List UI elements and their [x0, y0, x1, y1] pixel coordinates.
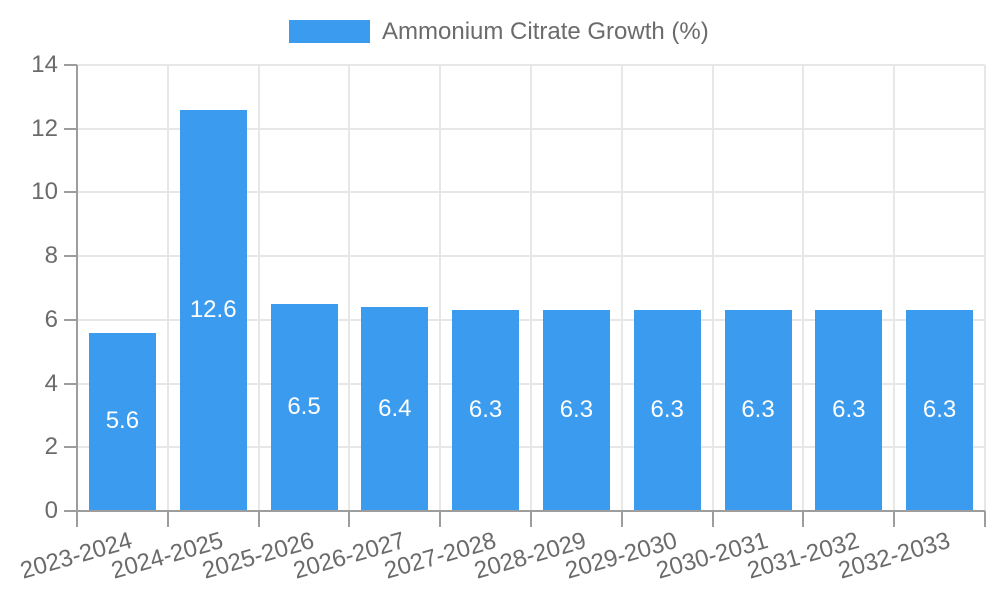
x-axis-tick	[76, 511, 78, 527]
x-axis-tick	[711, 511, 714, 527]
bar[interactable]	[88, 332, 156, 510]
x-axis-tick	[802, 511, 805, 527]
bar[interactable]	[452, 310, 520, 510]
x-axis-tick	[620, 511, 623, 527]
y-axis-tick	[64, 127, 77, 130]
bar[interactable]	[270, 303, 338, 510]
x-axis-tick	[166, 511, 169, 527]
gridline-vertical	[620, 65, 623, 511]
y-axis-tick	[64, 191, 77, 194]
bar[interactable]	[179, 109, 247, 510]
x-axis-tick	[348, 511, 351, 527]
gridline-vertical	[257, 65, 260, 511]
x-axis-tick	[530, 511, 532, 527]
gridline-vertical	[711, 65, 714, 511]
bar[interactable]	[815, 310, 883, 510]
gridline-vertical	[439, 65, 442, 511]
gridline-vertical	[984, 65, 986, 511]
y-axis-tick	[64, 382, 77, 385]
x-axis-tick	[984, 511, 986, 527]
y-tick-label: 10	[31, 178, 58, 206]
legend-item[interactable]: Ammonium Citrate Growth (%)	[289, 18, 709, 45]
x-axis-tick	[893, 511, 896, 527]
x-axis-tick	[439, 511, 442, 527]
y-tick-label: 6	[44, 305, 58, 333]
y-axis-tick	[64, 446, 77, 449]
legend-label: Ammonium Citrate Growth (%)	[382, 18, 709, 45]
gridline-vertical	[530, 65, 532, 511]
y-axis-tick	[64, 318, 77, 321]
gridline-vertical	[166, 65, 169, 511]
bar[interactable]	[361, 307, 429, 510]
y-axis-line	[76, 65, 78, 512]
gridline-vertical	[348, 65, 351, 511]
y-tick-label: 4	[44, 369, 58, 397]
gridline-vertical	[802, 65, 805, 511]
x-axis-tick	[257, 511, 260, 527]
y-tick-label: 14	[31, 51, 58, 78]
y-tick-label: 0	[44, 497, 58, 524]
y-tick-label: 2	[44, 433, 58, 461]
bar[interactable]	[724, 310, 792, 510]
gridline-vertical	[893, 65, 896, 511]
y-tick-label: 8	[44, 242, 58, 270]
y-axis-tick	[64, 64, 77, 66]
legend-swatch	[289, 20, 370, 43]
x-axis-line	[76, 510, 985, 512]
bar[interactable]	[633, 310, 701, 510]
y-axis-tick	[64, 510, 77, 512]
y-axis-tick	[64, 255, 77, 258]
bar[interactable]	[542, 310, 610, 510]
bar[interactable]	[906, 310, 974, 510]
y-tick-label: 12	[31, 114, 58, 142]
